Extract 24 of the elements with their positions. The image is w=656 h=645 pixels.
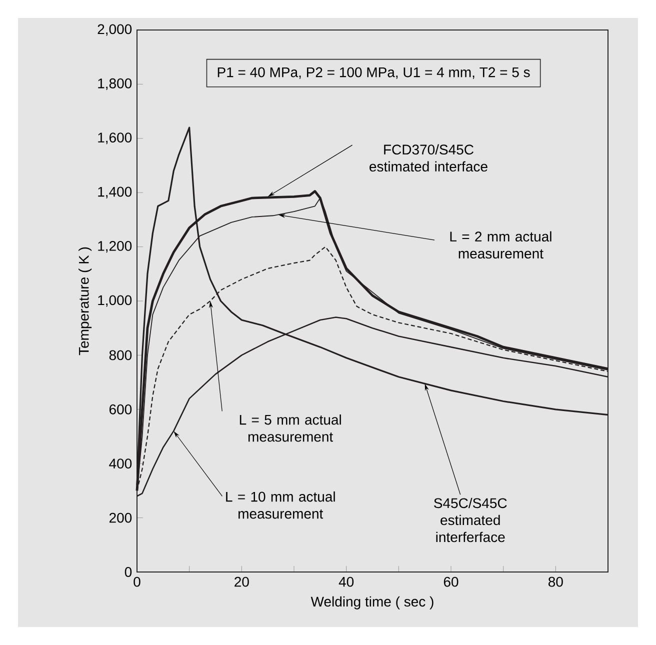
y-tick-label: 1,800 [98, 78, 132, 90]
y-axis-title: Temperature ( K ) [78, 247, 92, 356]
x-tick-label: 20 [234, 576, 249, 587]
annotation: S45C/S45C estimated interferface [434, 498, 507, 542]
annotation: P1 = 40 MPa, P2 = 100 MPa, U1 = 4 mm, T2 = 5 s [218, 67, 530, 79]
x-tick-label: 60 [444, 576, 458, 587]
x-axis-title: Welding time ( sec ) [310, 596, 434, 610]
y-tick-label: 400 [109, 458, 132, 469]
y-tick-label: 1,600 [98, 132, 132, 144]
annotation: L = 10 mm actual measurement [226, 491, 335, 519]
y-tick-label: 2,000 [98, 24, 132, 36]
annotation: FCD370/S45C estimated interface [370, 144, 488, 172]
x-tick-label: 0 [134, 576, 140, 587]
annotation: L = 5 mm actual measurement [240, 414, 341, 442]
y-tick-label: 1,000 [98, 295, 132, 307]
y-tick-label: 200 [109, 512, 132, 523]
y-tick-label: 0 [124, 567, 132, 577]
y-tick-label: 1,400 [98, 186, 132, 198]
y-tick-label: 600 [109, 404, 132, 414]
x-tick-label: 40 [338, 576, 354, 587]
y-tick-label: 1,200 [98, 241, 132, 253]
y-tick-label: 800 [109, 350, 132, 360]
x-tick-label: 80 [548, 576, 563, 587]
annotation: L = 2 mm actual measurement [450, 231, 552, 259]
